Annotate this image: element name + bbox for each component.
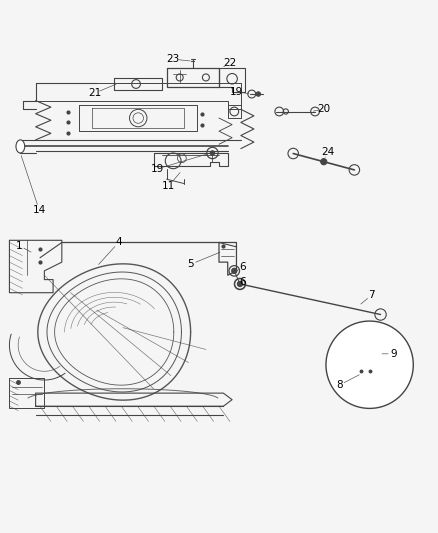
Text: 7: 7 — [368, 290, 375, 300]
Text: 19: 19 — [230, 87, 243, 97]
Text: 8: 8 — [336, 380, 343, 390]
Circle shape — [237, 281, 243, 287]
Text: 19: 19 — [151, 164, 165, 174]
Circle shape — [321, 159, 327, 165]
Text: 24: 24 — [321, 147, 335, 157]
Circle shape — [210, 151, 215, 155]
Text: 5: 5 — [187, 260, 194, 269]
Circle shape — [256, 92, 261, 96]
Text: 20: 20 — [317, 104, 330, 114]
Text: 4: 4 — [115, 238, 122, 247]
Text: 6: 6 — [240, 262, 246, 271]
Text: 6: 6 — [240, 277, 246, 287]
Circle shape — [232, 268, 237, 273]
Text: 14: 14 — [32, 205, 46, 215]
Text: 1: 1 — [16, 240, 22, 251]
Circle shape — [326, 321, 413, 408]
Text: 22: 22 — [223, 59, 237, 68]
Ellipse shape — [16, 140, 25, 153]
Text: 9: 9 — [390, 349, 397, 359]
Text: 21: 21 — [88, 88, 101, 98]
Text: 23: 23 — [166, 54, 180, 64]
Text: 11: 11 — [162, 181, 175, 191]
